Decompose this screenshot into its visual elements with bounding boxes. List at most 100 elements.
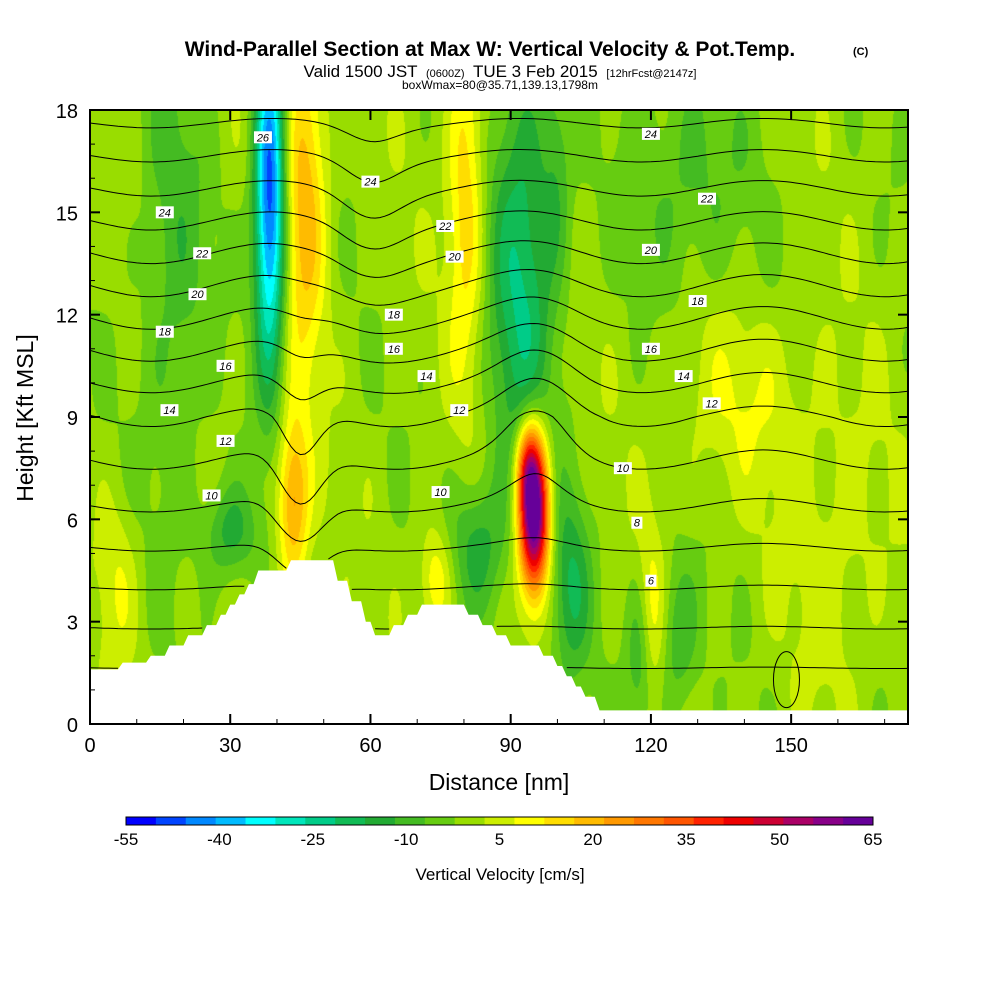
theta-contour [89,149,909,184]
colorbar-tick-label: 5 [495,830,504,849]
subtitle-zulu: (0600Z) [426,68,465,80]
contour-label: 18 [155,325,174,339]
colorbar-swatch [215,817,247,825]
contour-label-text: 18 [692,296,705,308]
colorbar-swatch [753,817,784,825]
contour-label-text: 22 [438,221,451,233]
contour-label-bg [193,247,212,260]
colorbar-swatch [604,817,635,825]
subtitle-forecast: [12hrFcst@2147z] [606,68,696,80]
colorbar: -55 -40 -25 -10 5 20 35 50 65 [114,816,883,849]
colorbar-swatch [155,817,187,825]
colorbar-swatch [365,817,396,825]
contour-label: 14 [674,370,693,383]
contour-label-text: 14 [420,371,432,383]
contour-label-bg [155,206,174,219]
potential-temperature-contours [89,118,909,709]
x-tick-label: 150 [774,735,807,757]
colorbar-swatch [275,817,306,825]
colorbar-tick-label: 50 [770,830,789,849]
contour-label-bg [216,359,235,372]
contour-label: 14 [417,370,436,383]
colorbar-label: Vertical Velocity [cm/s] [415,865,584,884]
theta-contour [89,537,909,569]
contour-label: 20 [641,243,660,257]
contour-label: 10 [202,489,221,502]
colorbar-swatch [783,817,814,825]
contour-label: 12 [450,404,469,417]
contour-label-text: 10 [617,463,630,475]
contour-label-bg [674,370,693,383]
colorbar-tick-label: -25 [300,830,325,849]
contour-label-text: 8 [634,518,641,530]
colorbar-swatch [185,817,217,825]
contour-label-bg [641,127,660,140]
contour-label-text: 10 [205,490,218,502]
contour-label: 24 [361,175,380,189]
y-tick-label: 12 [56,306,78,328]
colorbar-swatch [484,817,515,825]
y-tick-label: 6 [67,510,78,532]
contour-label-bg [431,486,450,499]
contour-label-bg [384,342,403,355]
theta-contour [89,473,909,542]
y-axis-label: Height [Kft MSL] [12,334,38,501]
y-tick-label: 0 [67,715,78,737]
contour-label-bg [417,370,436,383]
theta-contour [89,240,909,278]
contour-label: 10 [431,486,450,499]
theta-contour [89,322,909,364]
contour-label-bg [384,308,403,321]
theta-contour [89,296,909,335]
colorbar-swatch [305,817,336,825]
contour-label-text: 12 [453,405,465,417]
contour-label: 12 [702,397,721,410]
contour-label: 20 [445,250,464,264]
contour-label: 22 [698,192,717,206]
theta-contour [89,377,909,456]
theta-contour [89,268,909,306]
colorbar-swatch [335,817,366,825]
contour-label-text: 18 [159,327,172,339]
contour-label: 16 [384,342,403,356]
x-tick-label: 90 [500,735,522,757]
colorbar-swatch [574,817,605,825]
contour-label: 16 [216,359,235,373]
colorbar-tick-label: 65 [864,830,883,849]
colorbar-swatch [843,817,874,825]
colorbar-tick-label: 35 [677,830,696,849]
contour-label-text: 10 [434,487,447,499]
x-tick-label: 30 [219,735,241,757]
y-axis: 0 3 6 9 12 15 18 [56,101,908,737]
x-tick-label: 0 [84,735,95,757]
contour-label-bg [253,131,272,144]
colorbar-swatch [633,817,665,825]
contour-label: 18 [688,295,707,308]
contour-label: 24 [155,206,174,219]
theta-contour-closed [772,651,800,709]
contour-label-text: 12 [706,398,718,410]
contour-label-text: 24 [158,207,171,219]
contour-label-text: 14 [678,371,690,383]
chart-title: Wind-Parallel Section at Max W: Vertical… [185,38,796,61]
theta-contour [89,583,909,591]
copyright-mark: (C) [853,46,869,58]
y-tick-label: 9 [67,408,78,430]
contour-label: 18 [384,308,403,322]
x-tick-label: 60 [359,735,381,757]
contour-label-bg [641,342,660,355]
contour-label-text: 6 [648,576,655,588]
colorbar-swatch [544,817,575,825]
y-tick-label: 18 [56,101,78,123]
contour-label-bg [698,192,717,205]
colorbar-swatch [693,817,725,825]
colorbar-swatch [394,817,426,825]
colorbar-tick-label: -40 [207,830,232,849]
plot-area: 26 24 24 24 22 22 22 20 20 20 18 18 18 16 16 16 14 14 14 12… [89,109,909,725]
contour-label-bg [631,516,643,529]
colorbar-tick-label: 20 [583,830,602,849]
y-tick-label: 15 [56,203,78,225]
contour-label-bg [702,397,721,410]
contour-label-text: 14 [163,405,175,417]
colorbar-swatch [424,817,456,825]
